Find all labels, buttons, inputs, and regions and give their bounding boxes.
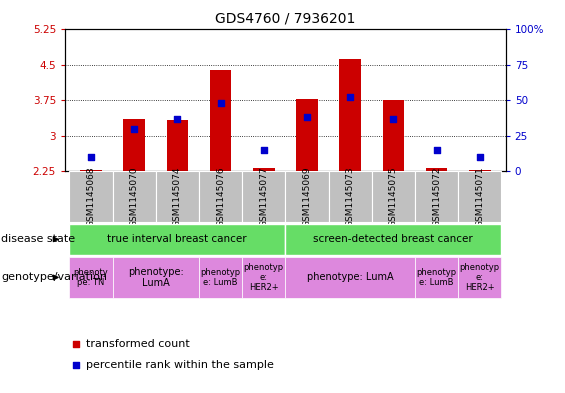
- Text: GSM1145069: GSM1145069: [302, 166, 311, 227]
- Bar: [242, 171, 285, 222]
- Text: GSM1145072: GSM1145072: [432, 166, 441, 227]
- Text: GSM1145075: GSM1145075: [389, 166, 398, 227]
- Text: GSM1145076: GSM1145076: [216, 166, 225, 227]
- Bar: [253, 168, 275, 171]
- Bar: [80, 170, 102, 171]
- Bar: [199, 171, 242, 222]
- Bar: [242, 257, 285, 298]
- Bar: [458, 171, 501, 222]
- Bar: [372, 171, 415, 222]
- Bar: [383, 100, 404, 171]
- Bar: [415, 171, 458, 222]
- Point: [389, 116, 398, 122]
- Bar: [123, 119, 145, 171]
- Bar: [296, 99, 318, 171]
- Text: screen-detected breast cancer: screen-detected breast cancer: [314, 234, 473, 244]
- Bar: [340, 59, 361, 171]
- Text: GDS4760 / 7936201: GDS4760 / 7936201: [215, 12, 355, 26]
- Text: disease state: disease state: [1, 234, 75, 244]
- Bar: [69, 257, 112, 298]
- Point: [302, 114, 311, 120]
- Text: percentile rank within the sample: percentile rank within the sample: [86, 360, 275, 371]
- Bar: [426, 168, 447, 171]
- Point: [86, 154, 95, 160]
- Text: GSM1145070: GSM1145070: [129, 166, 138, 227]
- Bar: [156, 171, 199, 222]
- Bar: [458, 257, 501, 298]
- Bar: [415, 257, 458, 298]
- Point: [173, 116, 182, 122]
- Point: [346, 94, 355, 101]
- Text: phenotyp
e: LumB: phenotyp e: LumB: [201, 268, 241, 287]
- Bar: [69, 224, 285, 255]
- Text: phenotyp
e:
HER2+: phenotyp e: HER2+: [460, 263, 500, 292]
- Text: GSM1145073: GSM1145073: [346, 166, 355, 227]
- Bar: [112, 171, 156, 222]
- Point: [432, 147, 441, 153]
- Bar: [167, 120, 188, 171]
- Bar: [210, 70, 231, 171]
- Bar: [469, 170, 490, 171]
- Text: GSM1145071: GSM1145071: [475, 166, 484, 227]
- Text: phenoty
pe: TN: phenoty pe: TN: [73, 268, 108, 287]
- Bar: [112, 257, 199, 298]
- Text: GSM1145068: GSM1145068: [86, 166, 95, 227]
- Bar: [285, 171, 328, 222]
- Text: phenotyp
e:
HER2+: phenotyp e: HER2+: [244, 263, 284, 292]
- Bar: [199, 257, 242, 298]
- Text: true interval breast cancer: true interval breast cancer: [107, 234, 247, 244]
- Bar: [328, 171, 372, 222]
- Point: [216, 100, 225, 106]
- Point: [72, 362, 81, 369]
- Point: [129, 125, 138, 132]
- Text: phenotyp
e: LumB: phenotyp e: LumB: [416, 268, 457, 287]
- Text: phenotype: LumA: phenotype: LumA: [307, 272, 393, 283]
- Point: [259, 147, 268, 153]
- Text: phenotype:
LumA: phenotype: LumA: [128, 267, 184, 288]
- Bar: [285, 257, 415, 298]
- Text: GSM1145077: GSM1145077: [259, 166, 268, 227]
- Text: GSM1145074: GSM1145074: [173, 166, 182, 227]
- Text: transformed count: transformed count: [86, 339, 190, 349]
- Text: genotype/variation: genotype/variation: [1, 272, 107, 283]
- Bar: [285, 224, 501, 255]
- Bar: [69, 171, 112, 222]
- Point: [475, 154, 484, 160]
- Point: [72, 341, 81, 347]
